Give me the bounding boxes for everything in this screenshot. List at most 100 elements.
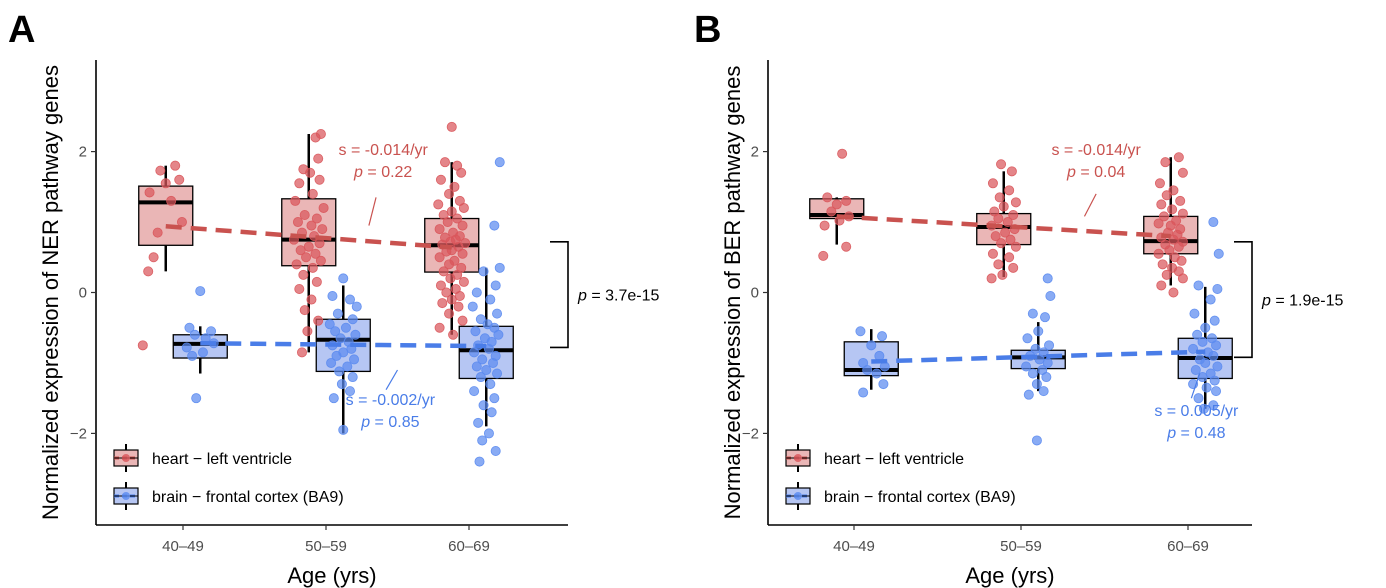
heart-point bbox=[298, 269, 309, 280]
heart-point bbox=[1177, 208, 1188, 219]
brain-point bbox=[858, 387, 869, 398]
heart-point bbox=[438, 266, 449, 277]
heart-trend-line bbox=[836, 214, 1171, 239]
brain-point bbox=[474, 456, 485, 467]
brain-point bbox=[490, 446, 501, 457]
brain-point bbox=[473, 417, 484, 428]
heart-point bbox=[437, 298, 448, 309]
heart-point bbox=[1006, 166, 1017, 177]
comparison-pvalue: p = 3.7e-15 bbox=[577, 288, 660, 305]
heart-point bbox=[458, 276, 469, 287]
comparison-bracket bbox=[1234, 240, 1253, 359]
heart-point bbox=[444, 259, 455, 270]
pvalue-symbol: p bbox=[353, 164, 363, 181]
brain-point bbox=[1188, 343, 1199, 354]
brain-point bbox=[1027, 308, 1038, 319]
heart-point bbox=[435, 174, 446, 185]
heart-point bbox=[1177, 273, 1188, 284]
heart-point bbox=[993, 259, 1004, 270]
brain-point bbox=[478, 266, 489, 277]
heart-point bbox=[444, 188, 455, 199]
x-tick-label: 40–49 bbox=[162, 538, 204, 555]
heart-point bbox=[152, 227, 163, 238]
brain-point bbox=[1211, 386, 1222, 397]
brain-point bbox=[485, 294, 496, 305]
brain-point bbox=[871, 368, 882, 379]
heart-pvalue-label: p = 0.04 bbox=[1066, 164, 1125, 181]
brain-point bbox=[181, 342, 192, 353]
brain-point bbox=[1033, 326, 1044, 337]
heart-point bbox=[1173, 241, 1184, 252]
heart-slope-label: s = -0.014/yr bbox=[339, 142, 429, 159]
legend-item-heart: heart − left ventricle bbox=[113, 444, 292, 472]
heart-point bbox=[1008, 262, 1019, 273]
brain-point bbox=[494, 262, 505, 273]
brain-point bbox=[477, 435, 488, 446]
heart-point bbox=[456, 167, 467, 178]
brain-point bbox=[1209, 375, 1220, 386]
legend-point-swatch bbox=[794, 492, 802, 500]
heart-point bbox=[299, 209, 310, 220]
brain-point bbox=[195, 286, 206, 297]
brain-point bbox=[475, 372, 486, 383]
heart-point bbox=[1153, 218, 1164, 229]
legend-point-swatch bbox=[122, 454, 130, 462]
brain-point bbox=[1213, 248, 1224, 259]
brain-point bbox=[467, 301, 478, 312]
brain-point bbox=[347, 314, 358, 325]
heart-point bbox=[310, 132, 321, 143]
brain-point bbox=[855, 326, 866, 337]
panel-letter: B bbox=[694, 9, 721, 51]
brain-point bbox=[327, 291, 338, 302]
heart-point bbox=[1004, 252, 1015, 263]
brain-slope-label: s = 0.005/yr bbox=[1154, 403, 1239, 420]
y-tick-label: −2 bbox=[70, 425, 87, 442]
heart-point bbox=[1156, 280, 1167, 291]
brain-pvalue-label: p = 0.85 bbox=[360, 414, 419, 431]
brain-point bbox=[1045, 291, 1056, 302]
panel-b: B 2 0 −2 40–49 50–59 60–69 Age (yrs) Normalized … bbox=[694, 9, 1344, 588]
heart-point bbox=[295, 245, 306, 256]
heart-point bbox=[1157, 259, 1168, 270]
heart-point bbox=[993, 213, 1004, 224]
heart-point bbox=[1167, 204, 1178, 215]
heart-point bbox=[143, 266, 154, 277]
heart-point bbox=[1159, 211, 1170, 222]
heart-point bbox=[996, 238, 1007, 249]
brain-point bbox=[1192, 329, 1203, 340]
heart-point bbox=[292, 217, 303, 228]
brain-point bbox=[351, 301, 362, 312]
heart-point bbox=[831, 199, 842, 210]
brain-point bbox=[1208, 217, 1219, 228]
brain-point bbox=[330, 326, 341, 337]
brain-point bbox=[1201, 382, 1212, 393]
x-tick-label: 60–69 bbox=[448, 538, 490, 555]
heart-point bbox=[442, 217, 453, 228]
pvalue-value: = 3.7e-15 bbox=[587, 288, 660, 305]
heart-point bbox=[1154, 178, 1165, 189]
pvalue-value: = 0.22 bbox=[363, 164, 412, 181]
brain-box bbox=[315, 285, 371, 434]
brain-point bbox=[1200, 322, 1211, 333]
heart-point bbox=[439, 157, 450, 168]
pvalue-value: = 0.85 bbox=[370, 414, 419, 431]
brain-point bbox=[1209, 315, 1220, 326]
brain-point bbox=[1197, 336, 1208, 347]
heart-point bbox=[301, 252, 312, 263]
brain-point bbox=[334, 366, 345, 377]
brain-point bbox=[1041, 372, 1052, 383]
legend-label-brain: brain − frontal cortex (BA9) bbox=[824, 489, 1016, 506]
brain-point bbox=[342, 361, 353, 372]
brain-point bbox=[470, 326, 481, 337]
heart-point bbox=[148, 252, 159, 263]
heart-point bbox=[1160, 157, 1171, 168]
brain-point bbox=[487, 357, 498, 368]
y-tick-label: −2 bbox=[742, 425, 759, 442]
brain-annotation-leader bbox=[385, 369, 399, 391]
heart-point bbox=[307, 188, 318, 199]
brain-point bbox=[469, 386, 480, 397]
heart-point bbox=[837, 148, 848, 159]
brain-point bbox=[331, 350, 342, 361]
brain-point bbox=[1031, 435, 1042, 446]
heart-point bbox=[457, 220, 468, 231]
